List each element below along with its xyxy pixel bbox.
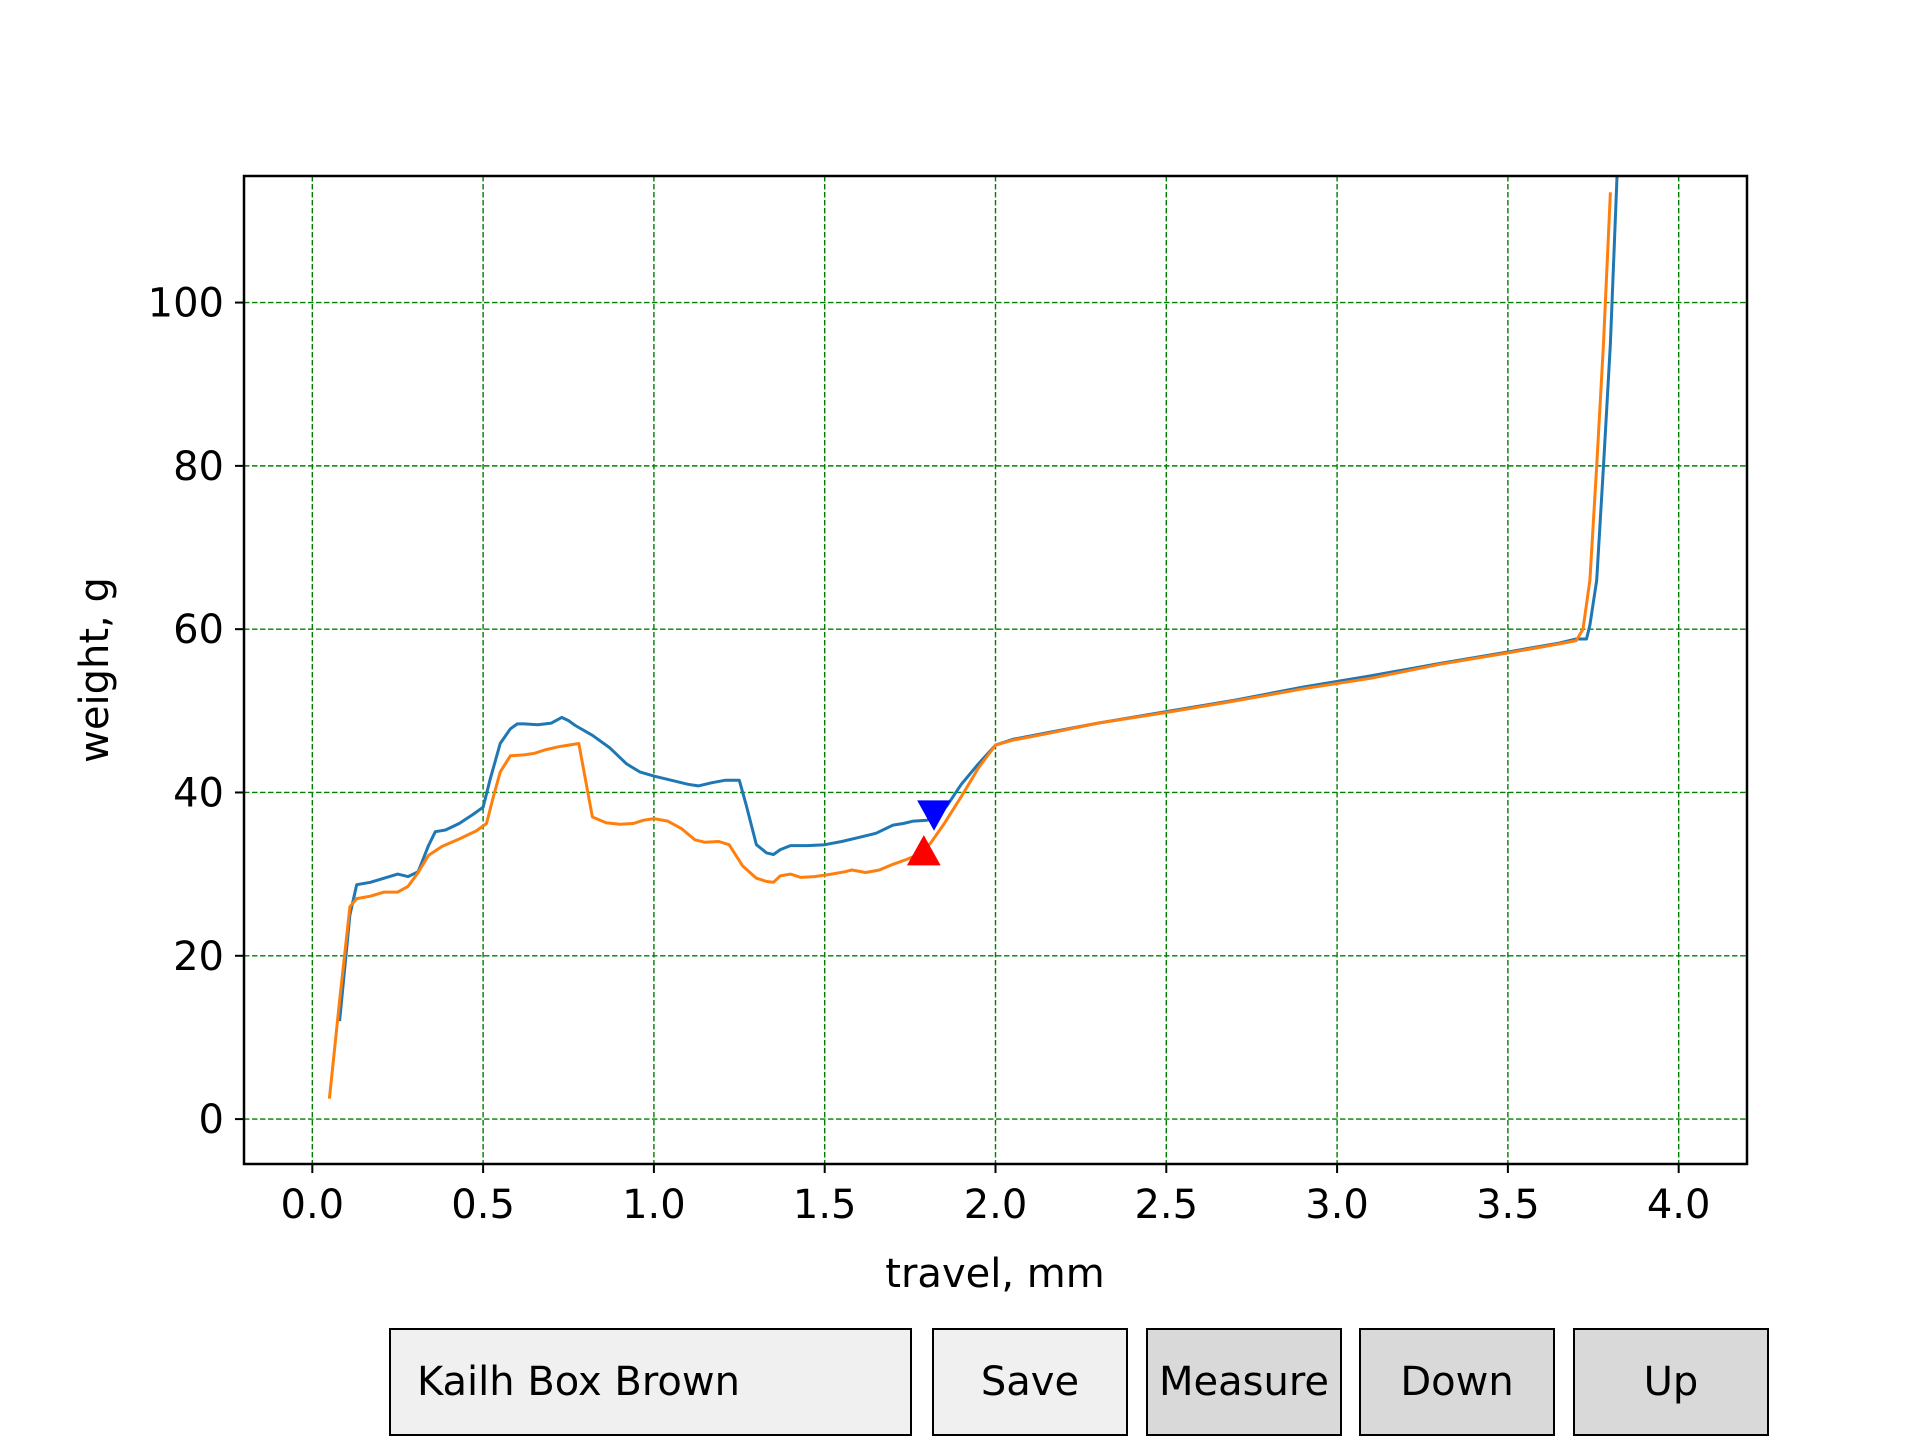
save-button-label: Save: [980, 1359, 1080, 1405]
y-tick-label: 0: [199, 1097, 224, 1143]
triangle-up-marker: [906, 835, 941, 866]
measure-button-label: Measure: [1159, 1359, 1329, 1405]
y-tick-label: 80: [173, 444, 224, 490]
y-tick-label: 60: [173, 607, 224, 653]
triangle-down-marker: [917, 800, 951, 831]
save-button[interactable]: Save: [932, 1328, 1128, 1436]
up-button-label: Up: [1643, 1359, 1699, 1405]
y-tick-label: 40: [173, 770, 224, 816]
markers: [906, 800, 951, 866]
down-button[interactable]: Down: [1359, 1328, 1555, 1436]
x-tick-label: 4.0: [1647, 1182, 1711, 1228]
grid-lines: [244, 176, 1747, 1164]
y-axis-title: weight, g: [72, 577, 118, 763]
y-tick-label: 20: [173, 934, 224, 980]
x-axis-title: travel, mm: [885, 1251, 1104, 1297]
series-lines: [327, 176, 1619, 1099]
x-tick-label: 0.0: [281, 1182, 345, 1228]
down-button-label: Down: [1400, 1359, 1514, 1405]
x-tick-label: 1.0: [622, 1182, 686, 1228]
measure-button[interactable]: Measure: [1146, 1328, 1342, 1436]
series-line-2: [327, 192, 1612, 1099]
series-line-1: [338, 176, 1619, 1022]
x-tick-label: 2.5: [1134, 1182, 1198, 1228]
x-tick-label: 1.5: [793, 1182, 857, 1228]
x-tick-label: 3.0: [1305, 1182, 1369, 1228]
x-tick-label: 3.5: [1476, 1182, 1540, 1228]
x-tick-label: 2.0: [964, 1182, 1028, 1228]
up-button[interactable]: Up: [1573, 1328, 1769, 1436]
switch-name-input[interactable]: Kailh Box Brown: [389, 1328, 912, 1436]
axis-ticks: 0.0 0.5 1.0 1.5 2.0 2.5 3.0 3.5 4.0 0 20 40 60 80 100: [148, 281, 1711, 1228]
y-tick-label: 100: [148, 281, 224, 327]
switch-name-value: Kailh Box Brown: [417, 1359, 740, 1405]
x-tick-label: 0.5: [451, 1182, 515, 1228]
